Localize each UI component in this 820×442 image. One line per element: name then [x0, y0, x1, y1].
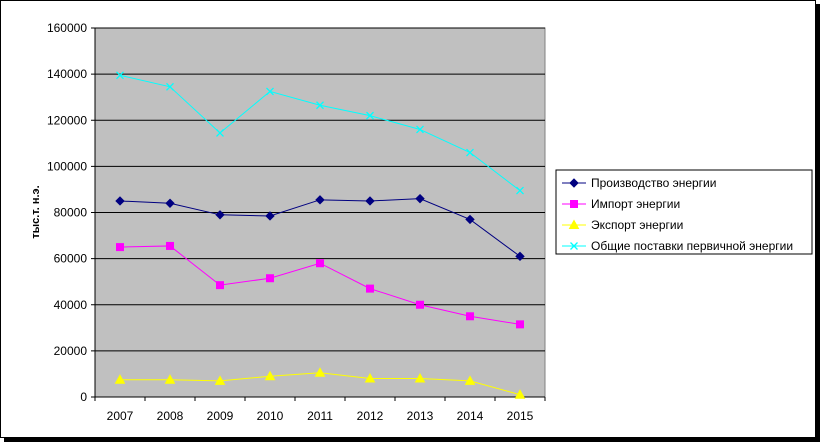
line-chart: 0 20000 40000 60000 80000 100000 120000 140000 1…	[30, 21, 813, 423]
data-point	[416, 300, 424, 309]
y-tick-label: 0	[80, 390, 87, 404]
legend-label: Импорт энергии	[591, 197, 680, 211]
y-axis-label: тыс.т. н.э.	[30, 185, 42, 238]
legend-item: Экспорт энергии	[562, 218, 683, 232]
legend-item: Импорт энергии	[562, 197, 680, 211]
x-tick-label: 2014	[457, 409, 484, 423]
legend: Производство энергии Импорт энергии Экспор…	[555, 169, 813, 255]
data-point	[364, 373, 376, 383]
data-point	[115, 196, 125, 206]
y-tick-label: 100000	[47, 159, 87, 173]
data-point	[514, 389, 526, 399]
legend-marker	[570, 200, 578, 208]
y-axis-ticks: 0 20000 40000 60000 80000 100000 120000 140000 1…	[47, 21, 96, 404]
y-tick-label: 140000	[47, 67, 87, 81]
x-tick-label: 2012	[357, 409, 384, 423]
x-tick-label: 2008	[157, 409, 184, 423]
legend-item: Общие поставки первичной энергии	[562, 239, 793, 253]
y-tick-label: 60000	[54, 252, 88, 266]
data-point	[315, 195, 325, 205]
legend-marker	[568, 219, 580, 229]
data-point	[415, 193, 425, 204]
data-point	[266, 274, 274, 283]
data-point	[416, 125, 424, 134]
x-axis-ticks: 2007 2008 2009 2010 2011 2012 2013 2014 2015	[94, 396, 546, 423]
data-point	[166, 241, 174, 250]
data-point	[465, 214, 475, 225]
data-point	[365, 196, 375, 206]
data-point	[366, 111, 374, 120]
series-2	[114, 367, 526, 399]
legend-item: Производство энергии	[562, 176, 716, 190]
series-0	[115, 193, 525, 262]
series-3	[116, 71, 524, 195]
data-point	[516, 320, 524, 329]
data-point	[515, 251, 525, 262]
legend-label: Производство энергии	[591, 176, 716, 190]
data-point	[414, 373, 426, 383]
legend-box	[555, 169, 813, 255]
data-point	[116, 71, 124, 80]
data-point	[216, 128, 224, 137]
data-point	[314, 367, 326, 377]
data-point	[216, 281, 224, 290]
data-point	[316, 259, 324, 268]
series-group	[114, 71, 526, 399]
data-point	[164, 374, 176, 384]
y-tick-label: 80000	[54, 206, 88, 220]
x-tick-label: 2009	[207, 409, 234, 423]
data-point	[116, 243, 124, 252]
y-tick-label: 20000	[54, 344, 88, 358]
x-tick-label: 2007	[107, 409, 134, 423]
gridlines	[95, 27, 545, 352]
x-tick-label: 2013	[407, 409, 434, 423]
legend-marker	[569, 178, 579, 188]
data-point	[215, 210, 225, 220]
data-point	[266, 87, 274, 96]
data-point	[264, 370, 276, 381]
data-point	[166, 82, 174, 91]
y-tick-label: 160000	[47, 21, 87, 35]
x-tick-label: 2010	[257, 409, 284, 423]
x-tick-label: 2011	[307, 409, 333, 423]
data-point	[165, 198, 175, 208]
data-point	[214, 375, 226, 385]
legend-label: Экспорт энергии	[591, 218, 683, 232]
data-point	[114, 374, 126, 384]
data-point	[516, 186, 524, 195]
legend-marker	[570, 242, 578, 250]
data-point	[265, 211, 275, 221]
series-1	[116, 241, 524, 329]
data-point	[464, 375, 476, 385]
y-tick-label: 40000	[54, 298, 88, 312]
legend-label: Общие поставки первичной энергии	[591, 239, 793, 253]
data-point	[466, 312, 474, 321]
y-tick-label: 120000	[47, 113, 87, 127]
x-tick-label: 2015	[507, 409, 534, 423]
data-point	[316, 101, 324, 110]
data-point	[466, 148, 474, 157]
data-point	[366, 284, 374, 293]
